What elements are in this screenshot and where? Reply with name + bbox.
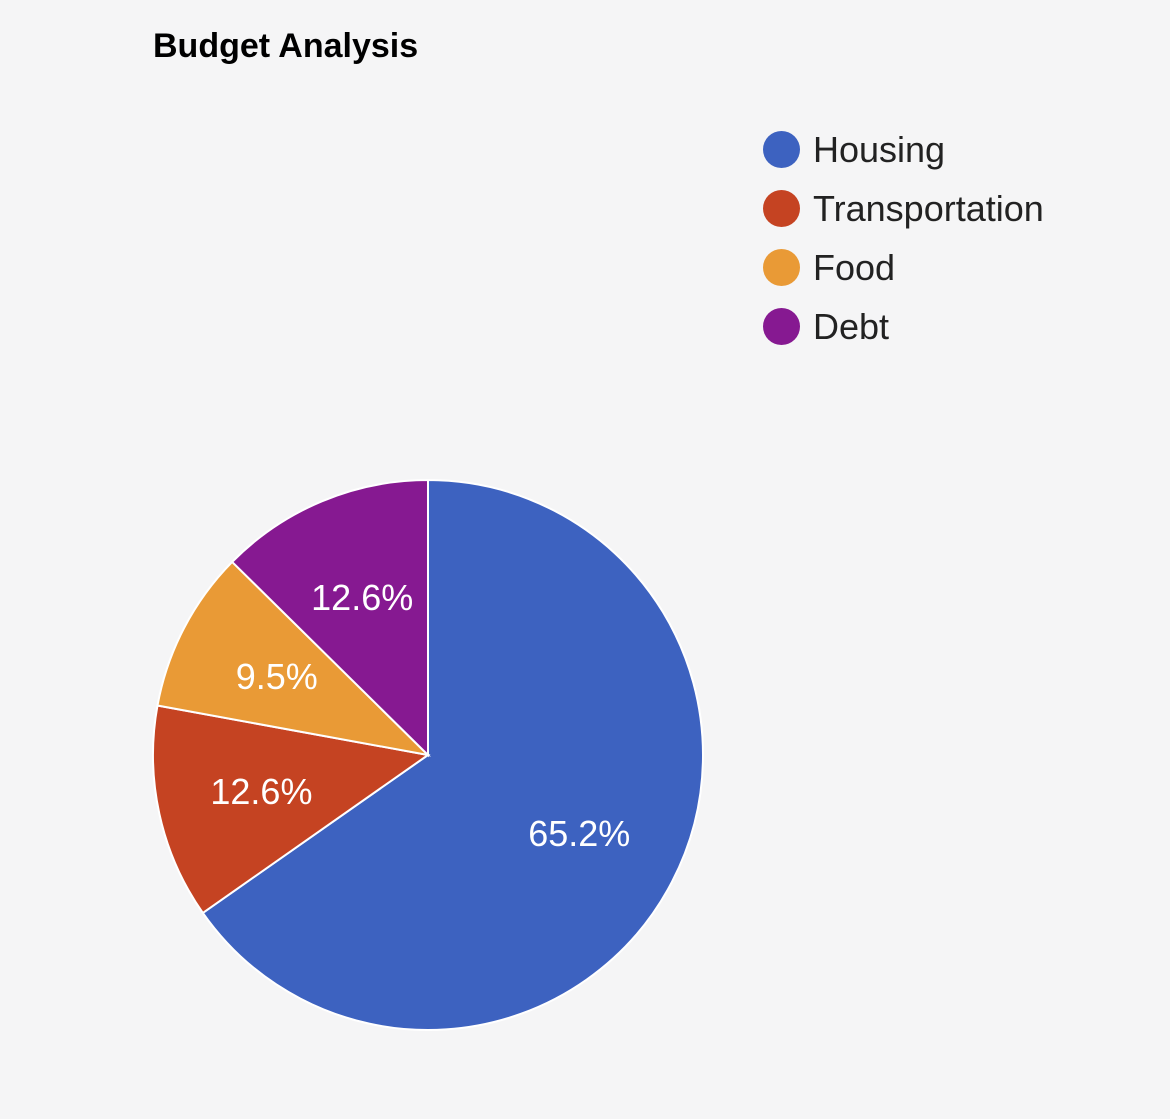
pie-slice-transportation[interactable] bbox=[152, 704, 431, 915]
legend-item-housing[interactable]: Housing bbox=[763, 120, 1044, 179]
chart-title: Budget Analysis bbox=[153, 27, 419, 65]
legend-label-food: Food bbox=[813, 246, 896, 288]
legend-label-housing: Housing bbox=[813, 128, 946, 170]
legend-item-transportation[interactable]: Transportation bbox=[763, 179, 1044, 238]
legend-swatch-food bbox=[763, 249, 800, 286]
legend-label-transportation: Transportation bbox=[813, 187, 1044, 229]
pie-slice-debt[interactable] bbox=[230, 478, 429, 758]
pie-slice-housing[interactable] bbox=[201, 478, 704, 1031]
legend-label-debt: Debt bbox=[813, 305, 890, 347]
legend-swatch-transportation bbox=[763, 190, 800, 227]
slice-label-food: 9.5% bbox=[236, 656, 318, 697]
legend-item-debt[interactable]: Debt bbox=[763, 297, 1044, 356]
slice-label-housing: 65.2% bbox=[528, 813, 630, 854]
pie-slice-food[interactable] bbox=[156, 560, 432, 757]
legend: Housing Transportation Food Debt bbox=[763, 120, 1044, 356]
legend-swatch-housing bbox=[763, 131, 800, 168]
slice-label-debt: 12.6% bbox=[311, 577, 413, 618]
legend-item-food[interactable]: Food bbox=[763, 238, 1044, 297]
slice-label-transportation: 12.6% bbox=[210, 771, 312, 812]
legend-swatch-debt bbox=[763, 308, 800, 345]
